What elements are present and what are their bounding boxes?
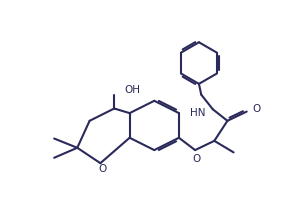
Text: HN: HN bbox=[190, 108, 205, 118]
Text: O: O bbox=[99, 164, 107, 174]
Text: OH: OH bbox=[124, 85, 140, 95]
Text: O: O bbox=[192, 154, 201, 164]
Text: O: O bbox=[252, 104, 260, 114]
